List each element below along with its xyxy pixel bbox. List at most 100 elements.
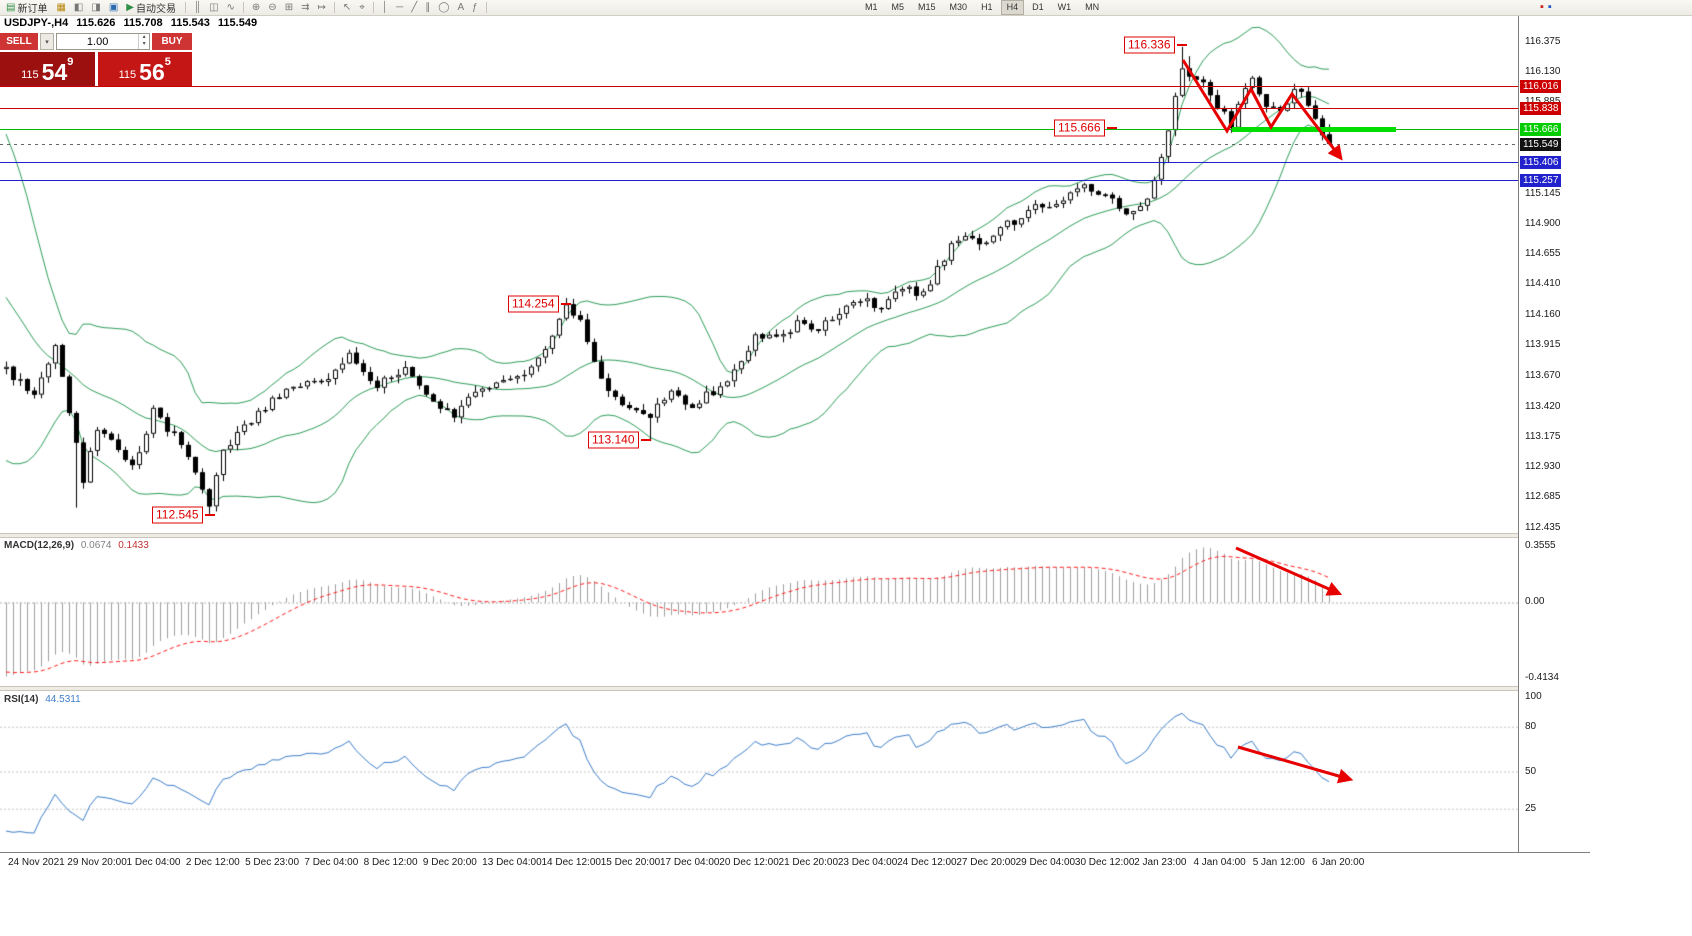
timeframe-button-m30[interactable]: M30 bbox=[949, 2, 968, 12]
trendline-icon[interactable]: ╱ bbox=[407, 0, 421, 15]
navigator-icon[interactable]: ◨ bbox=[87, 0, 104, 15]
time-axis-label: 2 Jan 23:00 bbox=[1134, 857, 1187, 868]
price-tag-resistance-upper: 116.016 bbox=[1520, 80, 1562, 94]
green-level-line[interactable] bbox=[0, 129, 1518, 131]
line-chart-icon: ∿ bbox=[226, 2, 235, 13]
chart-window-icon[interactable]: ▦ bbox=[52, 0, 69, 15]
ellipse-icon: ◯ bbox=[438, 2, 450, 13]
toolbar-timeframes: M1 M5 M15 M30 H1 H4 D1 W1 MN bbox=[858, 0, 1106, 15]
sell-price-display[interactable]: 115 54 9 bbox=[0, 52, 95, 86]
terminal-icon[interactable]: ▣ bbox=[105, 0, 122, 15]
one-click-trading-widget: SELL ▾ ▴ ▾ BUY 115 54 9 115 56 5 bbox=[0, 33, 192, 86]
sell-pips: 54 bbox=[41, 59, 68, 85]
price-tag-last-price: 115.549 bbox=[1520, 137, 1562, 151]
buy-button[interactable]: BUY bbox=[152, 33, 192, 50]
resistance-line-2[interactable] bbox=[0, 108, 1518, 110]
auto-scroll-icon[interactable]: ⇉ bbox=[297, 0, 313, 15]
timeframe-button-m15[interactable]: M15 bbox=[918, 2, 936, 12]
timeframe-button-mn[interactable]: MN bbox=[1085, 2, 1100, 12]
red-square-icon[interactable]: ▪ bbox=[1540, 1, 1544, 13]
navigator-icon: ◨ bbox=[91, 2, 101, 13]
timeframe-button-h4[interactable]: H4 bbox=[1000, 0, 1025, 15]
vertical-line-icon[interactable]: │ bbox=[378, 0, 392, 15]
label-green-level[interactable]: 115.666 bbox=[1054, 119, 1105, 137]
buy-big-figure: 115 bbox=[118, 69, 137, 81]
price-grid-label: 113.670 bbox=[1525, 369, 1561, 381]
blue-square-icon[interactable]: ▪ bbox=[1547, 1, 1552, 13]
support-line-1[interactable] bbox=[0, 161, 1518, 163]
timeframe-button-m1[interactable]: M1 bbox=[865, 2, 878, 12]
time-axis-label: 27 Dec 20:00 bbox=[956, 857, 1016, 868]
vertical-line-icon: │ bbox=[381, 2, 389, 13]
price-tag-support-lower: 115.257 bbox=[1520, 173, 1562, 187]
price-tag-green-level: 115.666 bbox=[1520, 123, 1562, 137]
horizontal-line-icon[interactable]: ─ bbox=[392, 0, 407, 15]
text-icon[interactable]: A bbox=[453, 0, 468, 15]
timeframe-button-w1[interactable]: W1 bbox=[1057, 2, 1072, 12]
price-grid-label: 115.885 bbox=[1525, 96, 1560, 107]
info-low: 115.543 bbox=[170, 17, 210, 29]
time-axis-label: 2 Dec 12:00 bbox=[185, 857, 240, 868]
tile-windows-icon[interactable]: ⊞ bbox=[281, 0, 297, 15]
panel-separator[interactable] bbox=[0, 686, 1590, 691]
price-tag-support-upper: 115.406 bbox=[1520, 155, 1562, 169]
volume-stepper[interactable]: ▴ ▾ bbox=[138, 34, 149, 49]
market-watch-icon: ◧ bbox=[73, 2, 84, 13]
tile-windows-icon: ⊞ bbox=[284, 2, 294, 13]
support-line-2[interactable] bbox=[0, 179, 1518, 181]
time-axis[interactable]: 24 Nov 2021 29 Nov 20:00 1 Dec 04:00 2 Dec … bbox=[0, 852, 1590, 873]
label-december-high[interactable]: 114.254 bbox=[508, 295, 559, 313]
info-close: 115.549 bbox=[217, 17, 258, 29]
zoom-out-icon[interactable]: ⊖ bbox=[264, 0, 280, 15]
resistance-line-1[interactable] bbox=[0, 86, 1518, 88]
market-watch-icon[interactable]: ◧ bbox=[70, 0, 87, 15]
zoom-in-icon[interactable]: ⊕ bbox=[248, 0, 264, 15]
bar-chart-icon[interactable]: ║ bbox=[190, 0, 205, 15]
rsi-panel-canvas[interactable] bbox=[0, 691, 1518, 852]
panel-separator[interactable] bbox=[0, 533, 1590, 538]
crosshair-icon[interactable]: ⌖ bbox=[355, 0, 369, 15]
macd-signal-value: 0.1433 bbox=[118, 540, 149, 551]
time-axis-label: 24 Dec 12:00 bbox=[897, 857, 957, 868]
timeframe-button-h1[interactable]: H1 bbox=[981, 2, 993, 12]
price-axis[interactable]: 0.3555 0.00 -0.4134 116.375 116.130 115.88… bbox=[1518, 15, 1591, 852]
chevron-down-icon: ▾ bbox=[45, 38, 49, 46]
chart-shift-icon[interactable]: ↦ bbox=[313, 0, 329, 15]
line-chart-icon[interactable]: ∿ bbox=[223, 0, 239, 15]
price-tag-resistance-lower: 115.838 bbox=[1520, 102, 1562, 116]
label-swing-high[interactable]: 116.336 bbox=[1124, 36, 1175, 54]
trendline-icon: ╱ bbox=[411, 2, 418, 13]
ellipse-icon[interactable]: ◯ bbox=[434, 0, 453, 15]
candlestick-chart-icon[interactable]: ◫ bbox=[205, 0, 222, 15]
sell-big-figure: 115 bbox=[21, 69, 39, 81]
cursor-icon[interactable]: ↖ bbox=[339, 0, 355, 15]
order-type-dropdown[interactable]: ▾ bbox=[40, 33, 54, 50]
volume-input[interactable] bbox=[57, 34, 139, 49]
stepper-up-icon: ▴ bbox=[142, 34, 146, 40]
main-chart-canvas[interactable] bbox=[0, 15, 1518, 533]
label-swing-low[interactable]: 112.545 bbox=[152, 506, 203, 524]
new-order-button[interactable]: ▤ 新订单 bbox=[2, 0, 52, 15]
macd-panel-canvas[interactable] bbox=[0, 538, 1518, 686]
time-axis-label: 29 Nov 20:00 bbox=[67, 857, 127, 868]
time-axis-label: 1 Dec 04:00 bbox=[126, 857, 181, 868]
macd-main-value: 0.0674 bbox=[80, 540, 112, 551]
toolbar-separator bbox=[333, 2, 335, 13]
buy-price-display[interactable]: 115 56 5 bbox=[97, 52, 192, 86]
label-december-low[interactable]: 113.140 bbox=[588, 431, 639, 449]
timeframe-button-m5[interactable]: M5 bbox=[891, 2, 905, 12]
time-axis-label: 24 Nov 2021 bbox=[8, 857, 65, 868]
sell-button[interactable]: SELL bbox=[0, 33, 38, 50]
timeframe-button-d1[interactable]: D1 bbox=[1032, 2, 1044, 12]
time-axis-label: 9 Dec 20:00 bbox=[422, 857, 477, 868]
time-axis-label: 15 Dec 20:00 bbox=[600, 857, 661, 868]
autotrading-button[interactable]: ▶ 自动交易 bbox=[122, 0, 181, 15]
channel-icon[interactable]: ∥ bbox=[421, 0, 434, 15]
macd-scale-zero: 0.00 bbox=[1525, 596, 1545, 608]
rsi-scale-label: 100 bbox=[1525, 691, 1542, 702]
indicators-icon[interactable]: ƒ bbox=[468, 0, 482, 15]
time-axis-label: 7 Dec 04:00 bbox=[304, 857, 359, 868]
chart-window-icon: ▦ bbox=[56, 2, 66, 13]
